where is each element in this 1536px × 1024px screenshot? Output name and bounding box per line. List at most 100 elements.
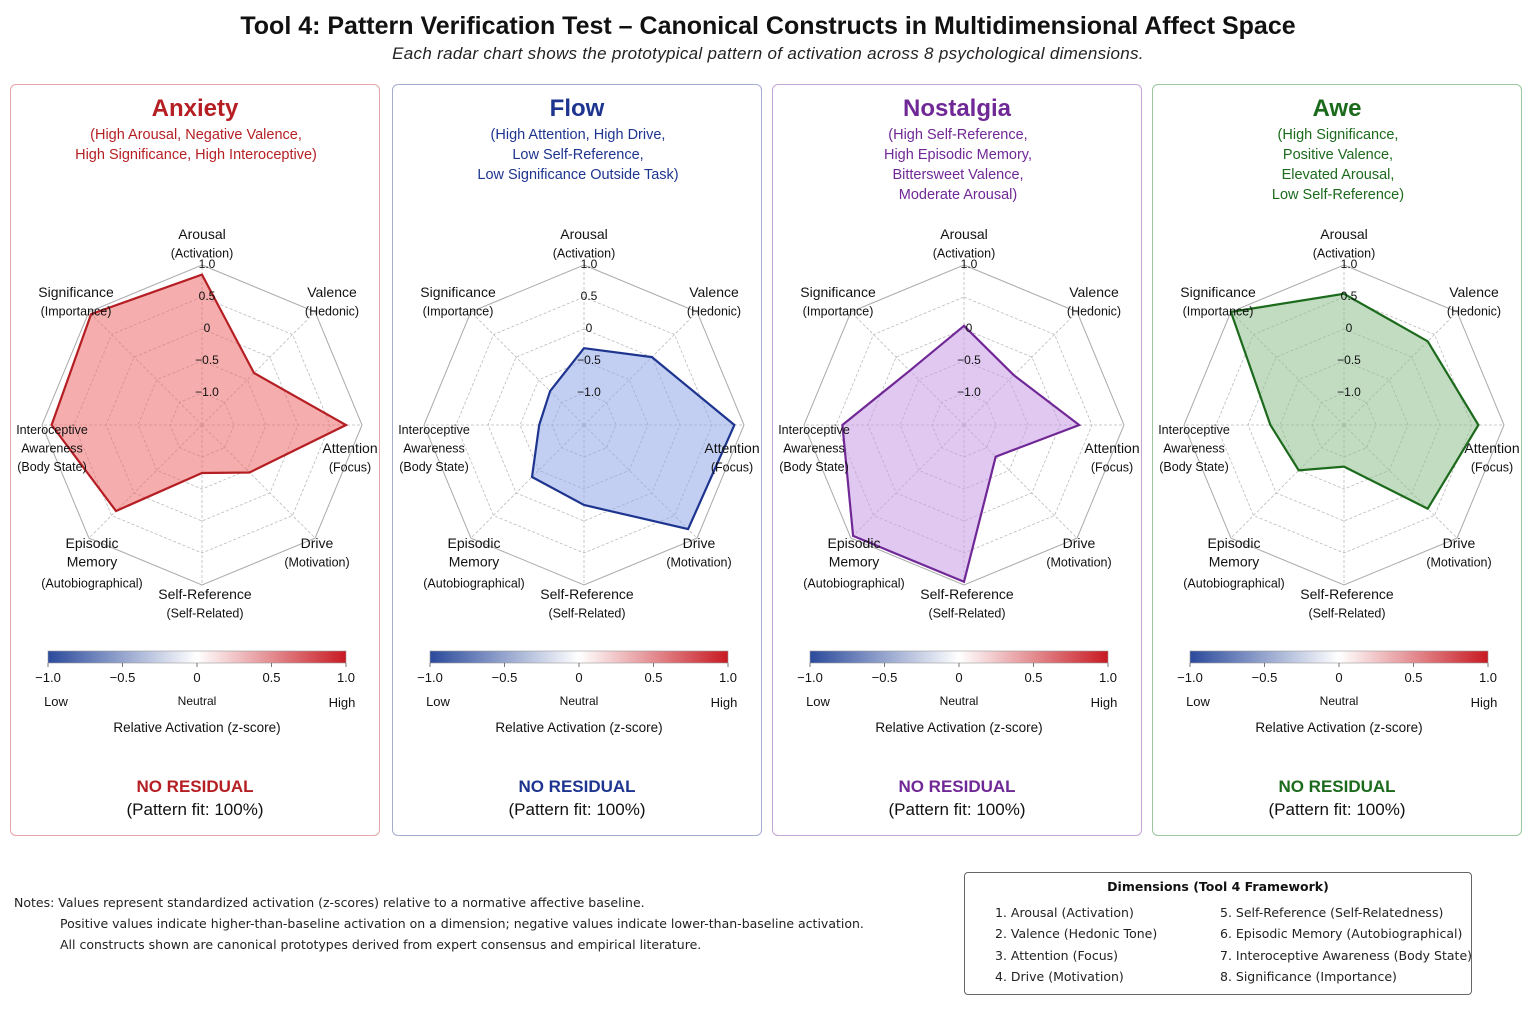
description-line: High Episodic Memory, [883,147,1032,163]
note-line: All constructs shown are canonical proto… [60,937,702,952]
chart-description: (High Attention, High Drive, Low Self-Ref… [413,125,743,185]
radar-chart: 1.0 0 −0.5 −1.0 Arousal (Activation) Valence (H… [778,226,1139,735]
axis-label: Arousal [178,226,225,242]
axis-label: Self-Reference [540,586,634,602]
colorbar-end-label: High [1091,695,1118,710]
description-line: (High Arousal, Negative Valence, [90,127,302,143]
colorbar-tick-label: −0.5 [492,670,518,685]
axis-label: Episodic [828,535,881,551]
ring-label: −0.5 [957,353,981,367]
axis-label: (Activation) [553,247,616,261]
ring-label: −1.0 [1337,385,1361,399]
description-line: Low Significance Outside Task) [477,167,679,183]
ring-label: −0.5 [195,353,219,367]
axis-label: (Motivation) [1426,556,1491,570]
colorbar-end-label: Low [1186,694,1210,709]
radar-chart: 1.0 0.5 0 −0.5 −1.0 Arousal (Activation) Valenc… [398,226,759,735]
axis-label: Drive [1063,535,1096,551]
axis-label: (Importance) [423,305,494,319]
colorbar-tick-label: 0.5 [644,670,662,685]
axis-label: (Hedonic) [687,305,741,319]
dimension-item: 4. Drive (Motivation) [995,968,1124,984]
colorbar [47,650,347,664]
axis-label: Valence [689,284,739,300]
data-polygon [50,273,349,513]
axis-label: Interoceptive [16,423,88,437]
colorbar-label: Relative Activation (z-score) [495,720,662,735]
dimension-item: 3. Attention (Focus) [995,947,1119,963]
axis-label: (Autobiographical) [41,577,142,591]
axis-label: (Self-Related) [548,607,625,621]
axis-label: Attention [1084,440,1139,456]
colorbar-end-label: Neutral [178,694,217,708]
axis-label: Memory [1209,554,1260,570]
residual-status: NO RESIDUAL [136,777,254,796]
note-line: Positive values indicate higher-than-bas… [60,916,864,931]
colorbar-tick-label: −1.0 [35,670,61,685]
colorbar-tick-label: 0.5 [1024,670,1042,685]
description-line: Moderate Arousal) [898,187,1018,203]
axis-label: (Hedonic) [1067,305,1121,319]
grid-ring [423,264,745,586]
axis-label: Self-Reference [1300,586,1394,602]
axis-label: (Activation) [1313,247,1376,261]
ring-label: 0 [966,321,973,335]
dimensions-box: Dimensions (Tool 4 Framework) 1. Arousal… [964,872,1472,995]
description-line: Low Self-Reference) [1271,187,1405,203]
residual-status: NO RESIDUAL [1278,777,1396,796]
dimensions-title: Dimensions (Tool 4 Framework) [1107,879,1329,894]
chart-title: Awe [1312,95,1362,122]
axis-label: (Body State) [1159,460,1228,474]
chart-title: Anxiety [151,95,239,122]
colorbar [429,650,729,664]
colorbar-end-label: Low [44,694,68,709]
grid-ring [41,264,363,586]
axis-label: Significance [420,284,496,300]
axis-label: Self-Reference [920,586,1014,602]
axis-label: (Motivation) [666,556,731,570]
axis-label: (Motivation) [284,556,349,570]
axis-label: Awareness [783,442,845,456]
axis-label: Significance [800,284,876,300]
colorbar-end-label: Neutral [1320,694,1359,708]
colorbar-label: Relative Activation (z-score) [1255,720,1422,735]
colorbar-end-label: High [329,695,356,710]
axis-label: (Self-Related) [166,607,243,621]
axis-label: Drive [683,535,716,551]
panel-flow: Flow (High Attention, High Drive, Low Self… [392,84,762,836]
radar-chart: 1.0 0.5 0 −0.5 −1.0 Arousal (Activation) Valenc… [1158,226,1519,735]
axis-label: (Importance) [41,305,112,319]
axis-label: (Activation) [171,247,234,261]
colorbar-tick-label: 0 [575,670,582,685]
pattern-fit: (Pattern fit: 100%) [1268,800,1406,819]
notes: Notes: Values represent standardized act… [14,892,914,955]
axis-label: (Activation) [933,247,996,261]
dimension-item: 2. Valence (Hedonic Tone) [995,926,1158,942]
ring-label: 0.5 [1341,289,1358,303]
axis-label: (Importance) [1183,305,1254,319]
colorbar-label: Relative Activation (z-score) [113,720,280,735]
axis-label: Valence [1449,284,1499,300]
description-line: Elevated Arousal, [1281,167,1395,183]
data-polygon [530,347,736,531]
axis-label: (Self-Related) [1308,607,1385,621]
residual-status: NO RESIDUAL [898,777,1016,796]
colorbar-tick-label: −1.0 [1177,670,1203,685]
colorbar-tick-label: 0.5 [262,670,280,685]
axis-label: Awareness [403,442,465,456]
ring-label: 0 [586,321,593,335]
data-polygon [841,324,1082,584]
colorbar-tick-label: 1.0 [1479,670,1497,685]
colorbar-tick-label: −1.0 [417,670,443,685]
colorbar-tick-label: 0 [955,670,962,685]
description-line: (High Attention, High Drive, [490,127,666,143]
axis-label: Drive [1443,535,1476,551]
pattern-fit: (Pattern fit: 100%) [888,800,1026,819]
dimension-item: 6. Episodic Memory (Autobiographical) [1220,926,1463,942]
axis-label: Arousal [1320,226,1367,242]
grid-ring [867,328,1061,522]
ring-label: 1.0 [961,257,978,271]
axis-label: (Focus) [1471,461,1513,475]
chart-title: Flow [549,95,605,122]
ring-label: 1.0 [199,257,216,271]
